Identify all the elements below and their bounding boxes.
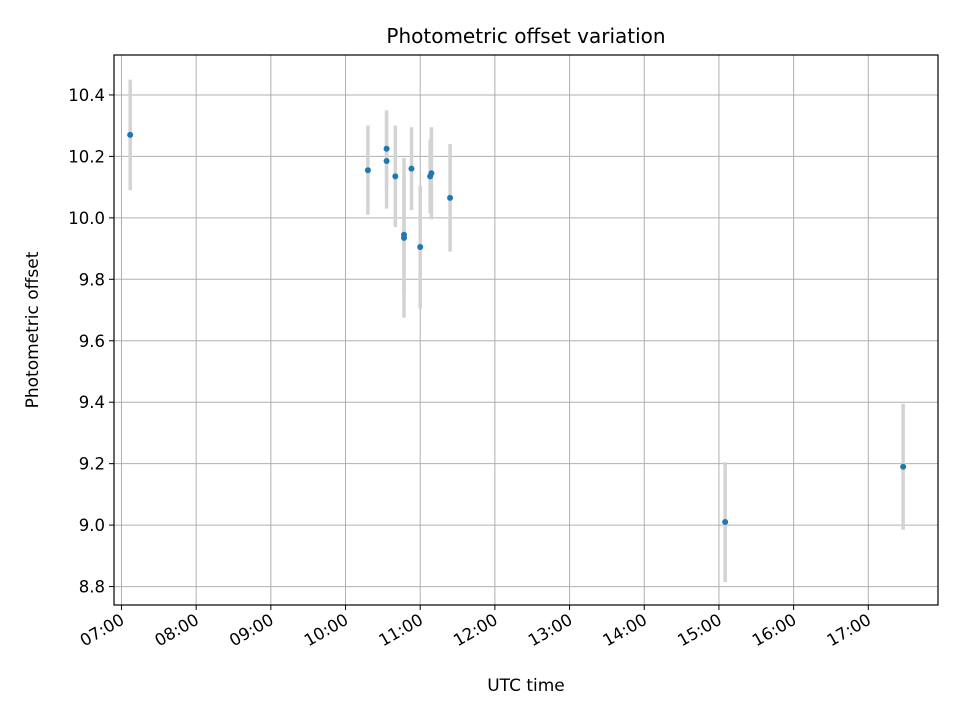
y-tick-label: 8.8 bbox=[79, 578, 105, 597]
chart-title: Photometric offset variation bbox=[386, 24, 665, 48]
y-tick-label: 9.0 bbox=[79, 516, 105, 535]
y-tick-label: 10.0 bbox=[68, 209, 105, 228]
data-point bbox=[447, 194, 454, 201]
plot-frame bbox=[113, 54, 939, 606]
y-tick-label: 9.6 bbox=[79, 332, 105, 351]
x-tick-label: 08:00 bbox=[151, 610, 202, 650]
x-tick-label: 16:00 bbox=[749, 610, 800, 650]
x-tick-label: 15:00 bbox=[674, 610, 725, 650]
x-axis-title: UTC time bbox=[487, 676, 565, 696]
y-tick-label: 10.2 bbox=[68, 147, 105, 166]
y-tick-label: 9.2 bbox=[79, 455, 105, 474]
data-point bbox=[127, 131, 134, 138]
x-tick-label: 13:00 bbox=[525, 610, 576, 650]
x-tick-label: 10:00 bbox=[301, 610, 352, 650]
data-point bbox=[392, 173, 399, 180]
x-tick-label: 17:00 bbox=[824, 610, 875, 650]
data-points bbox=[127, 131, 907, 526]
data-point bbox=[900, 463, 907, 470]
x-tick-label: 07:00 bbox=[77, 610, 128, 650]
data-point bbox=[364, 167, 371, 174]
x-tick-label: 12:00 bbox=[450, 610, 501, 650]
y-tick-label: 9.8 bbox=[79, 270, 105, 289]
y-axis-title: Photometric offset bbox=[23, 251, 43, 408]
data-point bbox=[428, 170, 435, 177]
data-point bbox=[383, 145, 390, 152]
x-tick-label: 09:00 bbox=[226, 610, 277, 650]
axis-ticks: 07:00 08:00 09:00 10:00 11:00 12:00 13:00 14:00… bbox=[68, 86, 874, 650]
x-tick-label: 11:00 bbox=[376, 610, 427, 650]
x-tick-label: 14:00 bbox=[600, 610, 651, 650]
data-point bbox=[408, 165, 415, 172]
data-point bbox=[417, 244, 424, 251]
error-bars bbox=[128, 79, 905, 582]
data-point bbox=[722, 519, 729, 526]
y-tick-label: 9.4 bbox=[79, 393, 105, 412]
data-point bbox=[401, 234, 408, 241]
grid bbox=[114, 55, 938, 605]
data-point bbox=[383, 158, 390, 165]
y-tick-label: 10.4 bbox=[68, 86, 105, 105]
